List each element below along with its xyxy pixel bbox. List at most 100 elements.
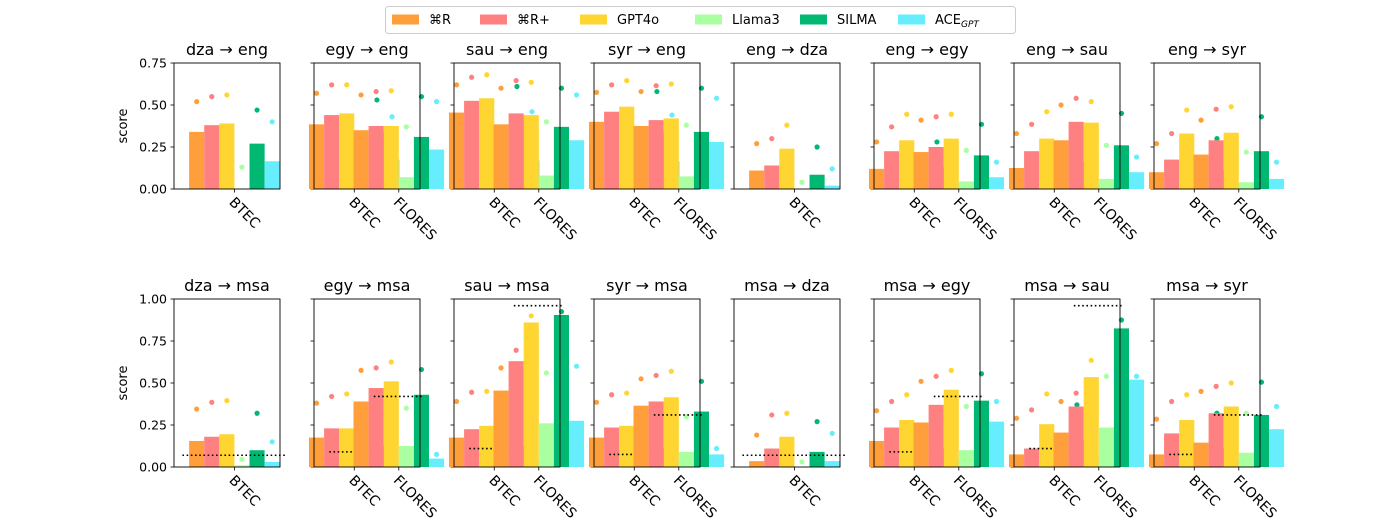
data-point: [513, 347, 519, 353]
data-point: [1133, 373, 1140, 379]
x-tick-label: FLORES: [1230, 195, 1279, 244]
axes-frame: [733, 298, 841, 468]
data-point: [543, 370, 549, 376]
bar: [913, 152, 929, 189]
bar: [398, 177, 414, 189]
data-point: [1058, 102, 1064, 108]
bar: [264, 461, 280, 467]
panel-title: eng → egy: [885, 40, 968, 59]
data-point: [993, 398, 1000, 405]
bar: [884, 151, 900, 189]
data-point: [784, 410, 790, 416]
bar: [1053, 140, 1069, 189]
data-point: [1213, 106, 1219, 112]
data-point: [1013, 130, 1020, 137]
axes-frame: [453, 298, 561, 468]
bar: [884, 427, 900, 467]
bar: [1253, 414, 1269, 467]
panel: msa → sau BTEC FLORES: [1008, 276, 1145, 522]
axes-frame: [173, 62, 281, 190]
data-point: [889, 398, 895, 405]
bar: [1083, 122, 1099, 189]
data-point: [1013, 415, 1020, 421]
data-point: [484, 72, 490, 78]
data-point: [713, 95, 720, 101]
data-point: [904, 392, 910, 398]
data-point: [513, 78, 519, 84]
bar: [1208, 413, 1224, 467]
bar: [234, 465, 250, 467]
bar: [553, 314, 569, 467]
legend-label-subscript: GPT: [961, 20, 980, 30]
bar: [1269, 429, 1285, 467]
data-point: [543, 119, 549, 125]
data-point: [239, 456, 245, 463]
y-tick-label: 0.25: [139, 140, 167, 155]
data-point: [1273, 159, 1280, 165]
bar: [749, 170, 765, 189]
bar: [809, 174, 825, 189]
data-point: [1169, 130, 1175, 137]
bar: [709, 141, 725, 189]
panel: egy → eng BTEC FLORES: [308, 40, 445, 244]
bar: [413, 394, 429, 467]
x-tick-label: FLORES: [390, 473, 439, 522]
panel-title: dza → msa: [184, 276, 270, 295]
y-tick-label: 0.50: [139, 376, 167, 391]
bar: [1113, 145, 1129, 189]
bar: [1208, 140, 1224, 189]
bar: [1238, 182, 1254, 189]
bar: [448, 437, 465, 467]
bar: [493, 124, 509, 189]
bar: [1068, 121, 1084, 189]
x-tick-label: BTEC: [485, 473, 522, 510]
data-point: [918, 117, 924, 123]
axes-frame: [453, 62, 561, 190]
data-point: [1133, 154, 1140, 160]
legend-entry: ⌘R+: [480, 13, 550, 28]
data-point: [529, 109, 535, 115]
x-tick-label: BTEC: [1045, 473, 1082, 510]
panel: sau → eng BTEC FLORES: [448, 40, 585, 244]
bar: [943, 138, 959, 189]
data-point: [904, 111, 910, 117]
bar: [678, 451, 694, 467]
panel-title: eng → sau: [1026, 40, 1108, 59]
x-tick-label: BTEC: [345, 195, 382, 232]
panel-title: eng → syr: [1168, 40, 1247, 59]
bar: [824, 185, 840, 189]
bar: [928, 404, 944, 467]
data-point: [754, 432, 760, 438]
bar: [264, 161, 280, 189]
bar: [429, 149, 445, 189]
panel-title: msa → egy: [884, 276, 971, 295]
data-point: [918, 378, 924, 384]
panel-title: msa → syr: [1166, 276, 1248, 295]
bar: [1223, 406, 1239, 467]
data-point: [514, 83, 520, 90]
bar: [219, 434, 235, 467]
data-point: [269, 119, 275, 125]
panel: msa → egy BTEC FLORES: [868, 276, 1005, 522]
panel: egy → msa BTEC FLORES: [308, 276, 445, 522]
panel-title: egy → msa: [324, 276, 411, 295]
data-point: [669, 112, 675, 118]
bar: [913, 422, 929, 467]
legend: ⌘R ⌘R+ GPT4o Llama3 SILMA ACEGPT: [385, 6, 1016, 34]
data-point: [358, 92, 364, 98]
x-tick-label: BTEC: [485, 195, 522, 232]
data-point: [194, 406, 200, 412]
bar: [204, 125, 220, 189]
data-point: [389, 114, 395, 120]
bar: [619, 425, 635, 467]
data-point: [209, 399, 215, 405]
data-point: [403, 405, 409, 411]
data-point: [654, 88, 660, 95]
legend-entry: SILMA: [800, 13, 877, 28]
bar: [508, 113, 524, 189]
legend-entry: ⌘R: [392, 13, 451, 28]
bar: [448, 112, 465, 189]
legend-entry: Llama3: [695, 13, 780, 28]
bar: [569, 140, 585, 189]
